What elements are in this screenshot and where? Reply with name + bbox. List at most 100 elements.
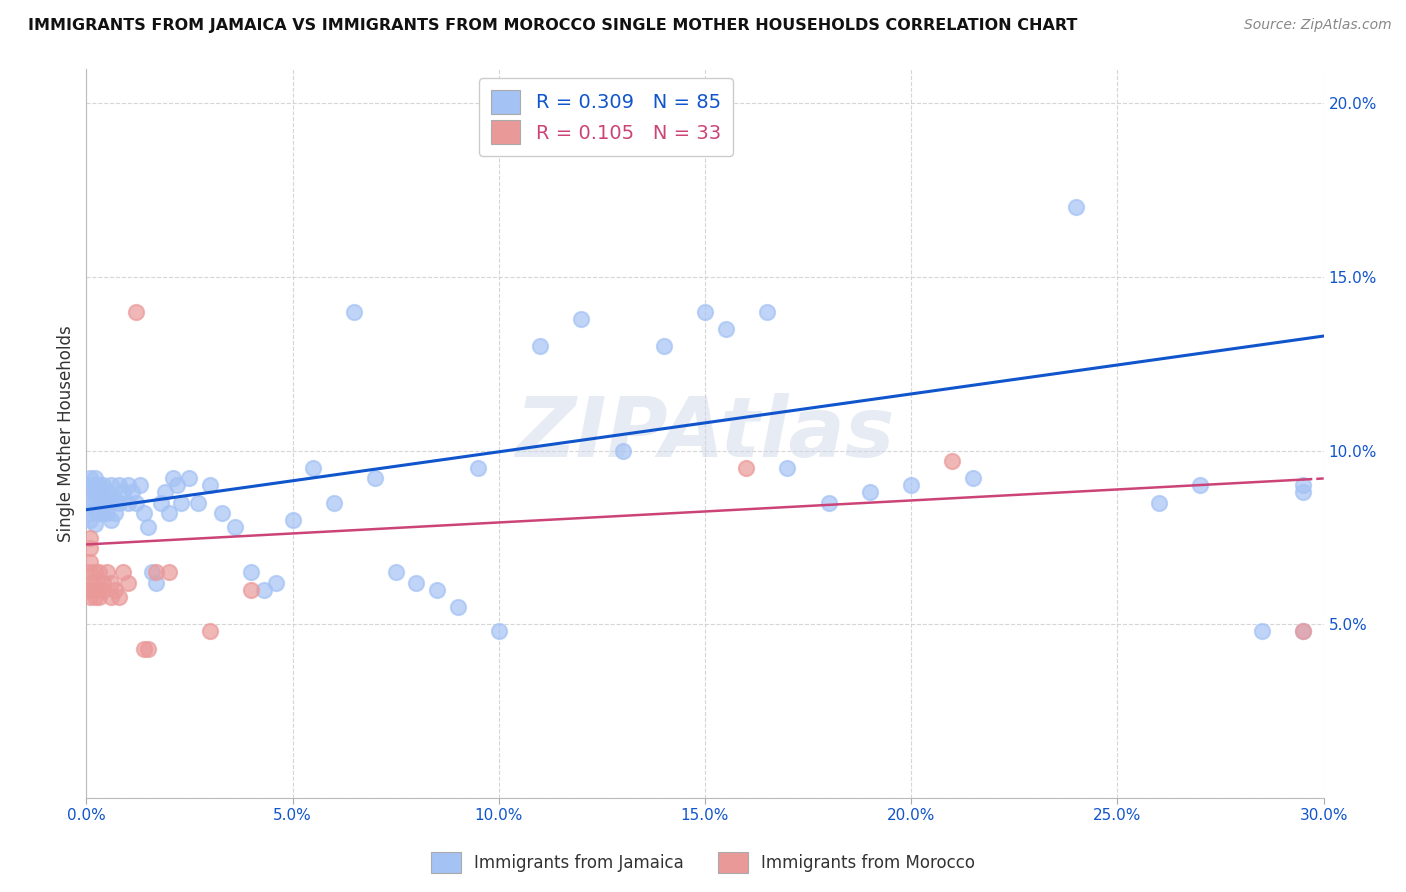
Point — [166, 478, 188, 492]
Point — [446, 599, 468, 614]
Text: IMMIGRANTS FROM JAMAICA VS IMMIGRANTS FROM MOROCCO SINGLE MOTHER HOUSEHOLDS CORR: IMMIGRANTS FROM JAMAICA VS IMMIGRANTS FR… — [28, 18, 1077, 33]
Point — [612, 443, 634, 458]
Point — [79, 485, 101, 500]
Point — [125, 496, 148, 510]
Point — [1292, 624, 1315, 639]
Point — [1064, 201, 1087, 215]
Point — [83, 502, 105, 516]
Point — [343, 304, 366, 318]
Point — [281, 513, 304, 527]
Point — [104, 492, 127, 507]
Text: Source: ZipAtlas.com: Source: ZipAtlas.com — [1244, 18, 1392, 32]
Point — [652, 339, 675, 353]
Point — [79, 531, 101, 545]
Legend: R = 0.309   N = 85, R = 0.105   N = 33: R = 0.309 N = 85, R = 0.105 N = 33 — [479, 78, 733, 156]
Point — [900, 478, 922, 492]
Point — [224, 520, 246, 534]
Point — [91, 582, 114, 597]
Point — [145, 575, 167, 590]
Point — [817, 496, 839, 510]
Point — [83, 566, 105, 580]
Point — [87, 496, 110, 510]
Point — [96, 506, 118, 520]
Point — [112, 485, 135, 500]
Point — [83, 478, 105, 492]
Point — [96, 485, 118, 500]
Point — [108, 478, 131, 492]
Point — [91, 478, 114, 492]
Point — [87, 590, 110, 604]
Point — [91, 492, 114, 507]
Point — [488, 624, 510, 639]
Point — [157, 566, 180, 580]
Point — [83, 471, 105, 485]
Point — [79, 506, 101, 520]
Point — [83, 485, 105, 500]
Point — [141, 566, 163, 580]
Point — [198, 478, 221, 492]
Point — [108, 496, 131, 510]
Point — [1292, 485, 1315, 500]
Point — [569, 311, 592, 326]
Point — [136, 520, 159, 534]
Point — [104, 506, 127, 520]
Point — [117, 496, 139, 510]
Point — [157, 506, 180, 520]
Point — [529, 339, 551, 353]
Point — [1292, 624, 1315, 639]
Point — [79, 496, 101, 510]
Point — [941, 454, 963, 468]
Point — [79, 541, 101, 555]
Point — [211, 506, 233, 520]
Point — [136, 641, 159, 656]
Point — [100, 513, 122, 527]
Point — [87, 506, 110, 520]
Point — [364, 471, 387, 485]
Point — [100, 478, 122, 492]
Point — [129, 478, 152, 492]
Point — [240, 566, 263, 580]
Legend: Immigrants from Jamaica, Immigrants from Morocco: Immigrants from Jamaica, Immigrants from… — [425, 846, 981, 880]
Point — [735, 461, 758, 475]
Point — [79, 566, 101, 580]
Point — [117, 478, 139, 492]
Point — [96, 496, 118, 510]
Point — [322, 496, 344, 510]
Point — [87, 492, 110, 507]
Point — [132, 641, 155, 656]
Point — [83, 516, 105, 531]
Point — [198, 624, 221, 639]
Point — [83, 590, 105, 604]
Point — [87, 582, 110, 597]
Point — [264, 575, 287, 590]
Point — [112, 566, 135, 580]
Point — [170, 496, 193, 510]
Point — [91, 496, 114, 510]
Point — [1188, 478, 1211, 492]
Point — [1250, 624, 1272, 639]
Point — [145, 566, 167, 580]
Point — [83, 575, 105, 590]
Point — [405, 575, 427, 590]
Y-axis label: Single Mother Households: Single Mother Households — [58, 325, 75, 541]
Point — [117, 575, 139, 590]
Point — [693, 304, 716, 318]
Point — [91, 575, 114, 590]
Point — [859, 485, 882, 500]
Point — [79, 575, 101, 590]
Point — [755, 304, 778, 318]
Text: ZIPAtlas: ZIPAtlas — [516, 392, 894, 474]
Point — [384, 566, 406, 580]
Point — [162, 471, 184, 485]
Point — [79, 478, 101, 492]
Point — [79, 582, 101, 597]
Point — [96, 566, 118, 580]
Point — [253, 582, 276, 597]
Point — [179, 471, 201, 485]
Point — [132, 506, 155, 520]
Point — [100, 492, 122, 507]
Point — [100, 590, 122, 604]
Point — [121, 485, 143, 500]
Point — [125, 304, 148, 318]
Point — [87, 566, 110, 580]
